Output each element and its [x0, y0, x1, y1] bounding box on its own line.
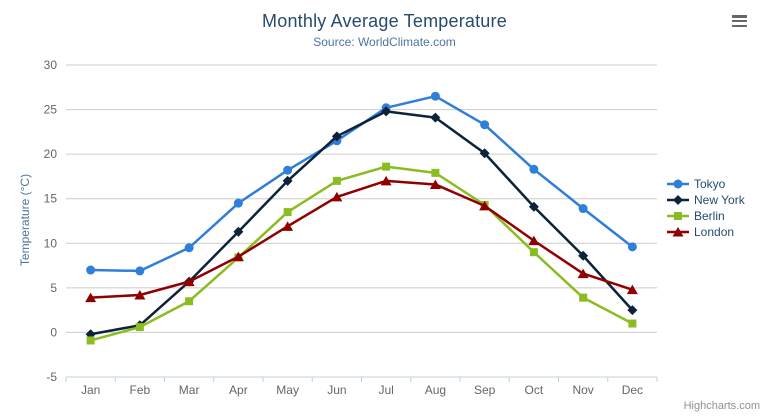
- x-axis-label-jan: Jan: [81, 383, 100, 397]
- x-axis-label-jun: Jun: [327, 383, 346, 397]
- y-axis-label: 25: [44, 103, 58, 117]
- export-menu-button[interactable]: [732, 15, 747, 28]
- data-point-tokyo-apr[interactable]: [233, 198, 243, 208]
- data-point-new-york-jun[interactable]: [331, 131, 342, 142]
- data-point-new-york-dec[interactable]: [627, 305, 638, 316]
- legend-symbol-tokyo[interactable]: [673, 179, 683, 189]
- data-point-tokyo-aug[interactable]: [430, 91, 440, 101]
- data-point-berlin-may[interactable]: [283, 208, 292, 217]
- data-point-berlin-jul[interactable]: [382, 162, 391, 171]
- y-axis-label: 15: [44, 192, 58, 206]
- x-axis-label-mar: Mar: [179, 383, 200, 397]
- data-point-tokyo-may[interactable]: [283, 165, 293, 175]
- x-axis-label-feb: Feb: [130, 383, 151, 397]
- data-point-berlin-feb[interactable]: [135, 323, 144, 332]
- legend-label-new-york: New York: [694, 193, 745, 207]
- series-line-tokyo[interactable]: [89, 94, 634, 273]
- data-point-new-york-oct[interactable]: [528, 201, 539, 212]
- data-point-london-mar[interactable]: [183, 276, 195, 287]
- data-point-tokyo-oct[interactable]: [529, 164, 539, 174]
- data-point-berlin-dec[interactable]: [628, 319, 637, 328]
- data-point-tokyo-dec[interactable]: [627, 242, 637, 252]
- data-point-new-york-apr[interactable]: [233, 226, 244, 237]
- data-point-new-york-sep[interactable]: [479, 148, 490, 159]
- credits-link[interactable]: Highcharts.com: [683, 400, 760, 412]
- x-axis-label-jul: Jul: [378, 383, 393, 397]
- series-line-new-york[interactable]: [89, 110, 634, 336]
- data-point-berlin-nov[interactable]: [579, 293, 588, 302]
- data-point-new-york-may[interactable]: [282, 175, 293, 186]
- data-point-new-york-aug[interactable]: [430, 112, 441, 123]
- x-axis-label-apr: Apr: [229, 383, 248, 397]
- hamburger-icon: [732, 15, 747, 28]
- legend-item-tokyo[interactable]: Tokyo: [667, 176, 745, 192]
- data-point-london-dec[interactable]: [626, 284, 638, 295]
- data-point-london-apr[interactable]: [232, 251, 244, 262]
- legend-item-berlin[interactable]: Berlin: [667, 208, 745, 224]
- data-point-london-aug[interactable]: [429, 179, 441, 189]
- chart-subtitle: Source: WorldClimate.com: [313, 35, 456, 49]
- y-axis-label: -5: [46, 370, 57, 384]
- data-point-london-jun[interactable]: [331, 191, 343, 202]
- x-axis-label-sep: Sep: [474, 383, 496, 397]
- legend-item-new-york[interactable]: New York: [667, 192, 745, 208]
- series-line-berlin[interactable]: [89, 165, 634, 342]
- x-axis-label-aug: Aug: [425, 383, 446, 397]
- data-point-tokyo-nov[interactable]: [578, 204, 588, 214]
- x-axis-label-dec: Dec: [622, 383, 643, 397]
- y-axis-label: 5: [50, 281, 57, 295]
- data-point-london-oct[interactable]: [528, 235, 540, 246]
- legend-marker-circle-icon: [667, 179, 689, 189]
- data-point-berlin-jan[interactable]: [86, 336, 95, 345]
- legend-marker-square-icon: [667, 212, 689, 220]
- legend-label-tokyo: Tokyo: [694, 177, 726, 191]
- y-axis-label: 0: [50, 325, 57, 339]
- x-axis-label-nov: Nov: [572, 383, 593, 397]
- data-point-new-york-nov[interactable]: [578, 250, 589, 261]
- legend-marker-diamond-icon: [667, 195, 689, 205]
- data-point-berlin-mar[interactable]: [185, 297, 194, 306]
- legend-item-london[interactable]: London: [667, 224, 745, 240]
- data-point-tokyo-jan[interactable]: [86, 265, 96, 275]
- chart-title: Monthly Average Temperature: [262, 11, 507, 31]
- data-point-tokyo-feb[interactable]: [135, 266, 145, 276]
- y-axis-label: 20: [44, 147, 58, 161]
- data-point-tokyo-sep[interactable]: [480, 120, 490, 130]
- x-axis-label-oct: Oct: [525, 383, 544, 397]
- data-point-london-nov[interactable]: [577, 268, 589, 279]
- y-axis-label: 10: [44, 236, 58, 250]
- legend-symbol-london[interactable]: [672, 227, 684, 237]
- data-point-berlin-aug[interactable]: [431, 168, 440, 177]
- data-point-london-jul[interactable]: [380, 175, 392, 186]
- data-point-berlin-jun[interactable]: [332, 176, 341, 185]
- legend-symbol-berlin[interactable]: [674, 212, 682, 220]
- legend-symbol-new-york[interactable]: [673, 195, 683, 205]
- legend-marker-triangle-icon: [667, 227, 689, 237]
- legend-label-berlin: Berlin: [694, 209, 725, 223]
- series-line-london[interactable]: [89, 179, 634, 299]
- legend-label-london: London: [694, 225, 735, 239]
- data-point-new-york-jul[interactable]: [381, 106, 392, 117]
- data-point-london-jan[interactable]: [85, 292, 97, 303]
- data-point-berlin-oct[interactable]: [529, 248, 538, 257]
- y-axis-title: Temperature (°C): [18, 173, 32, 267]
- data-point-tokyo-mar[interactable]: [184, 243, 194, 253]
- data-point-london-may[interactable]: [282, 221, 294, 231]
- data-point-london-sep[interactable]: [479, 200, 491, 211]
- legend: Tokyo New York Berlin London: [667, 176, 745, 240]
- x-axis-label-may: May: [276, 383, 299, 397]
- y-axis-label: 30: [44, 58, 58, 72]
- data-point-london-feb[interactable]: [134, 289, 146, 300]
